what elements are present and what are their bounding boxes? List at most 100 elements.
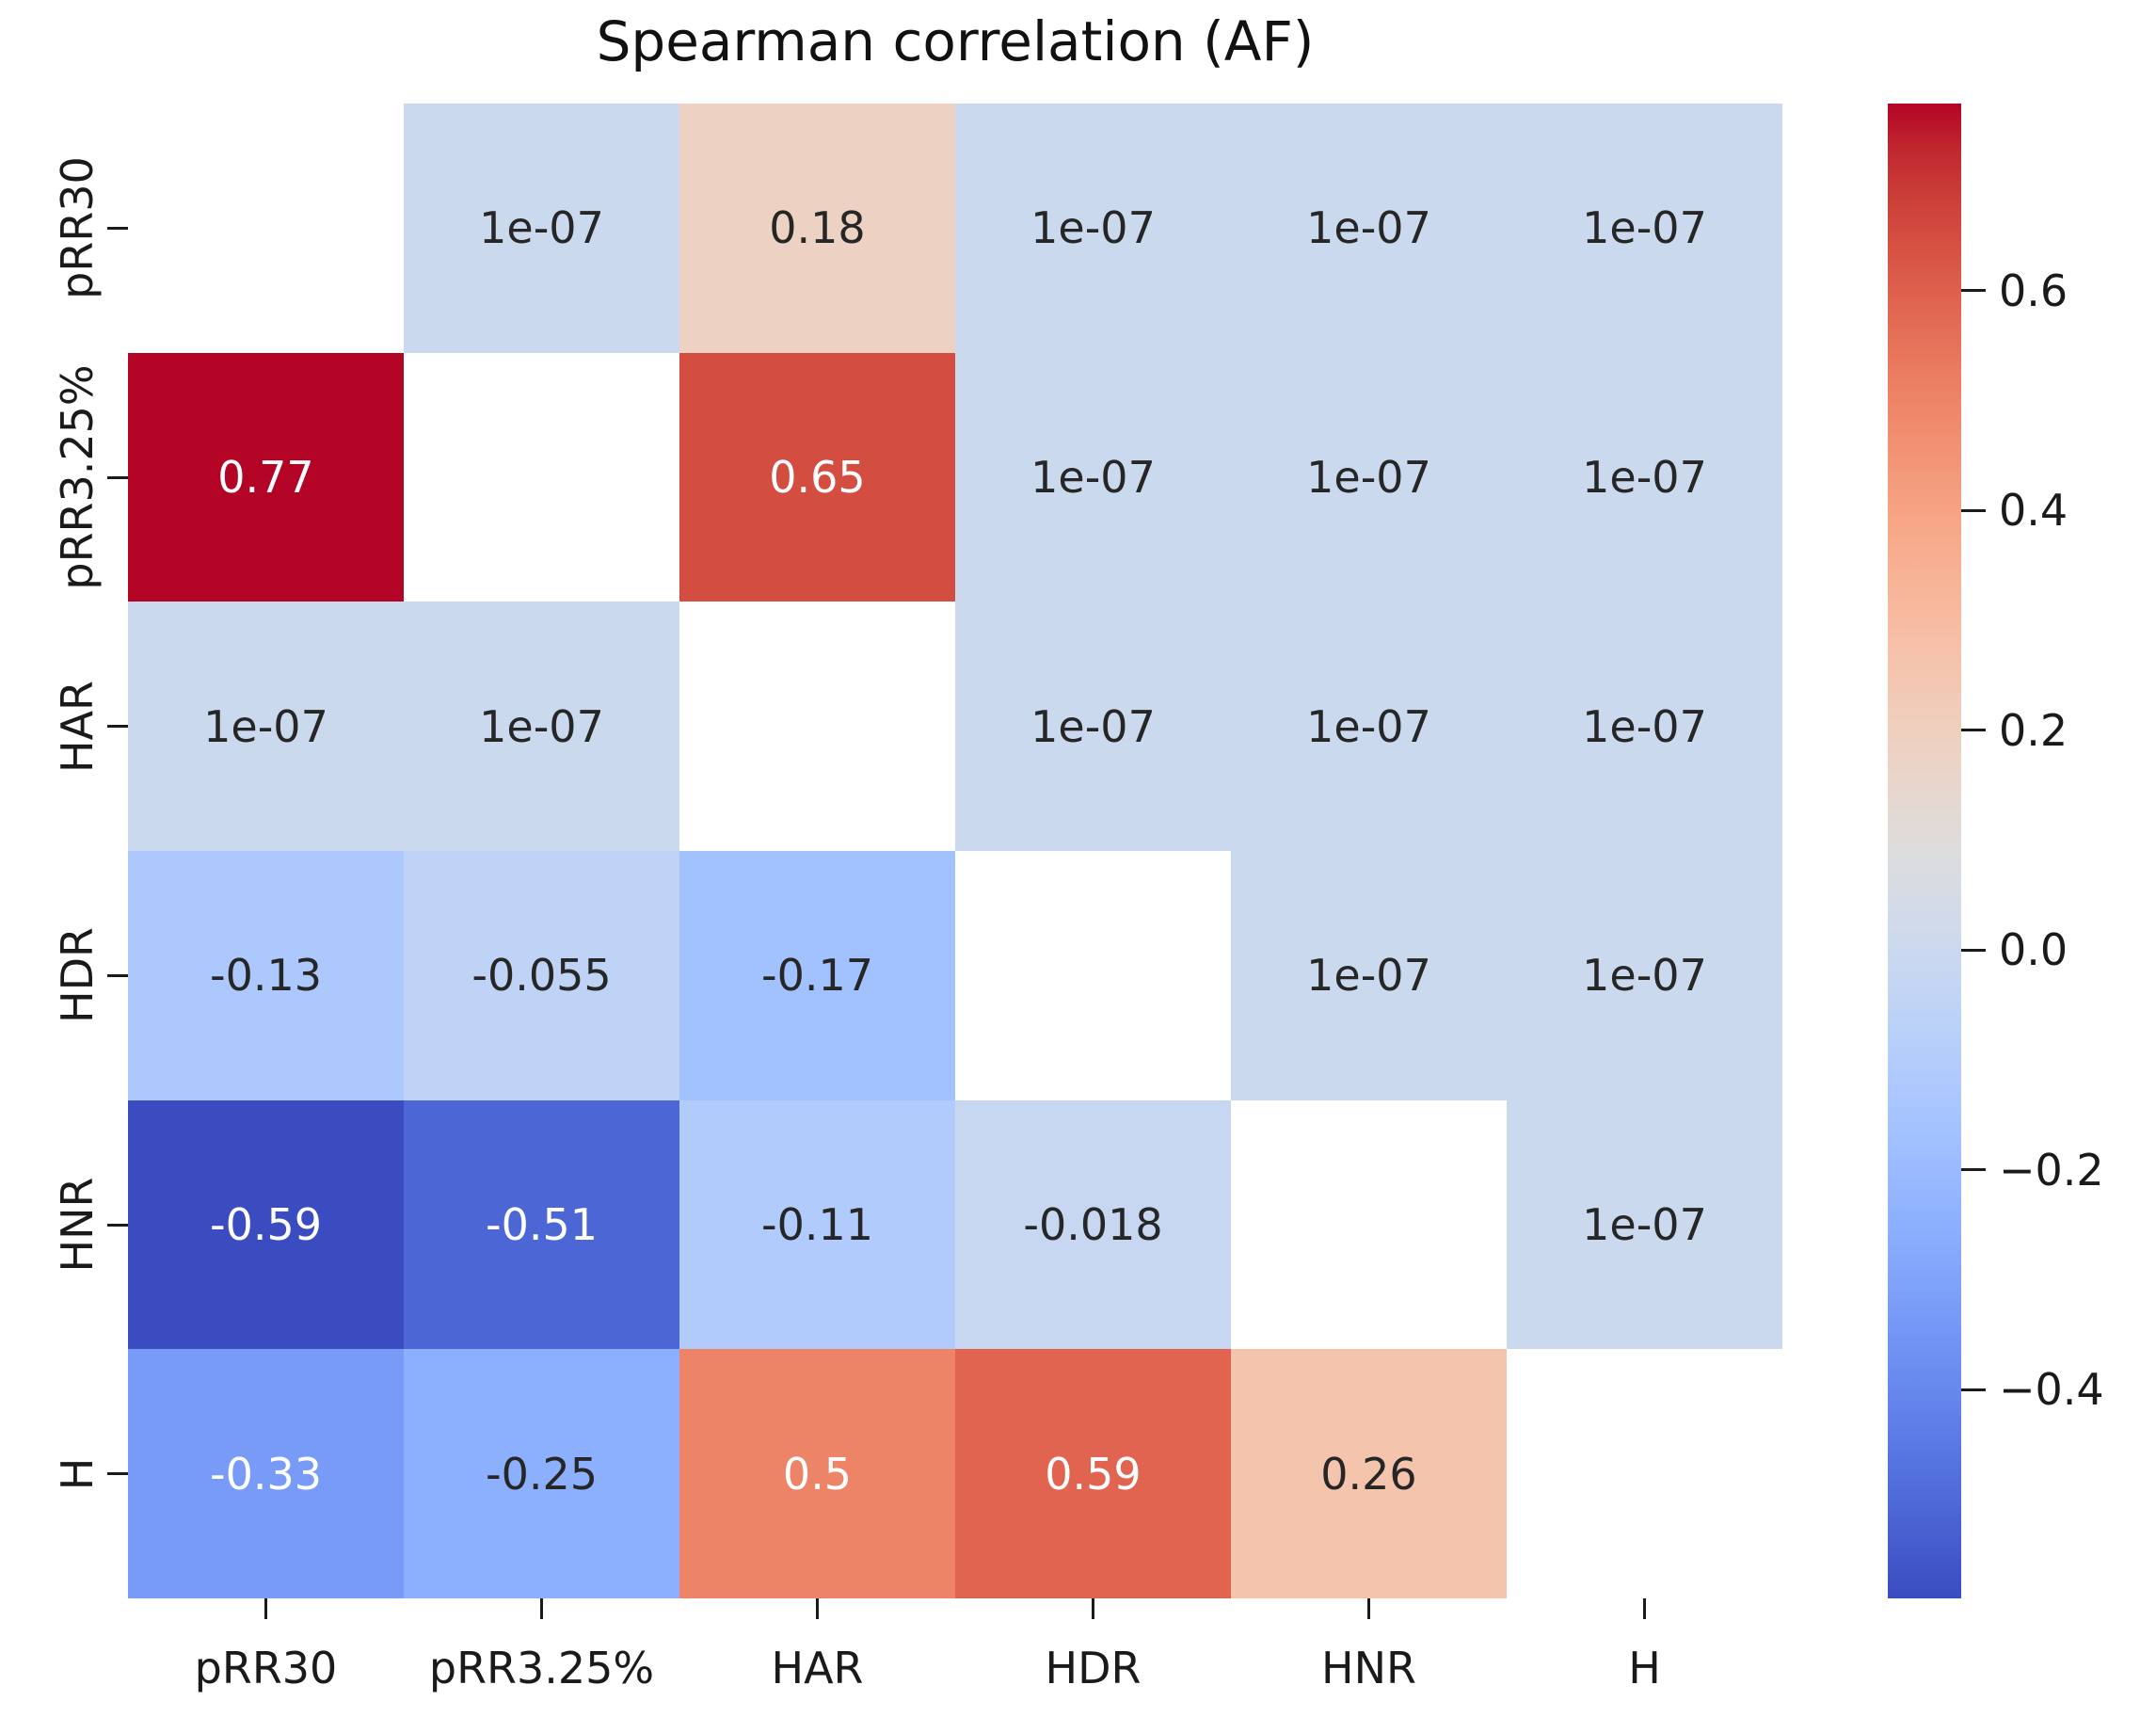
heatmap-cell: 0.65 (679, 352, 955, 602)
heatmap-cell: 0.26 (1231, 1349, 1507, 1598)
cell-annotation: -0.018 (1023, 1198, 1163, 1250)
heatmap-cell: 1e-07 (1507, 850, 1782, 1100)
cell-annotation: 0.26 (1320, 1448, 1417, 1500)
heatmap-cell (679, 602, 955, 851)
heatmap-cell: -0.17 (679, 850, 955, 1100)
x-axis-label: H (1628, 1643, 1661, 1693)
y-axis-label: HAR (52, 680, 103, 773)
colorbar-tick (1961, 729, 1986, 732)
heatmap-cell: -0.13 (128, 850, 404, 1100)
cell-annotation: 0.77 (217, 451, 314, 503)
y-axis-label: H (52, 1457, 103, 1490)
heatmap-cell: 1e-07 (1507, 104, 1782, 353)
heatmap-cell (1507, 1349, 1782, 1598)
heatmap-cell: 1e-07 (404, 104, 679, 353)
colorbar-tick-label: 0.2 (1999, 704, 2068, 756)
colorbar-tick-label: −0.2 (1999, 1144, 2104, 1195)
cell-annotation: 1e-07 (1030, 202, 1156, 254)
axis-tick (540, 1598, 543, 1619)
cell-annotation: -0.33 (209, 1448, 323, 1500)
heatmap-grid: 1e-07 0.18 1e-07 1e-07 1e-07 0.77 0.65 1e-07 1e-… (128, 104, 1782, 1598)
heatmap-cell: 1e-07 (128, 602, 404, 851)
heatmap-cell (955, 850, 1231, 1100)
heatmap-cell: -0.33 (128, 1349, 404, 1598)
y-axis-label: pRR3.25% (52, 364, 103, 590)
cell-annotation: 1e-07 (1582, 202, 1707, 254)
cell-annotation: 0.59 (1045, 1448, 1142, 1500)
cell-annotation: 1e-07 (1306, 202, 1431, 254)
cell-annotation: -0.055 (471, 950, 612, 1002)
heatmap-cell: 1e-07 (955, 104, 1231, 353)
heatmap-cell: -0.25 (404, 1349, 679, 1598)
x-axis-label: HAR (771, 1643, 864, 1693)
heatmap-cell (128, 104, 404, 353)
heatmap-cell: 0.5 (679, 1349, 955, 1598)
heatmap-cell: -0.11 (679, 1099, 955, 1350)
axis-tick (264, 1598, 267, 1619)
colorbar-tick (1961, 1168, 1986, 1172)
heatmap-cell: 1e-07 (1231, 352, 1507, 602)
axis-tick (1367, 1598, 1370, 1619)
cell-annotation: 0.5 (782, 1448, 853, 1500)
cell-annotation: 1e-07 (1030, 700, 1156, 752)
cell-annotation: 1e-07 (1306, 451, 1431, 503)
chart-title: Spearman correlation (AF) (596, 9, 1315, 73)
heatmap-cell: 1e-07 (404, 602, 679, 851)
heatmap-cell: 1e-07 (1507, 1099, 1782, 1350)
cell-annotation: 0.65 (769, 451, 866, 503)
cell-annotation: -0.11 (760, 1198, 874, 1250)
colorbar-tick (1961, 948, 1986, 952)
colorbar-tick-label: 0.4 (1999, 485, 2068, 537)
heatmap-cell: -0.055 (404, 850, 679, 1100)
heatmap-cell: -0.018 (955, 1099, 1231, 1350)
colorbar-tick-label: 0.0 (1999, 924, 2068, 976)
cell-annotation: 1e-07 (1582, 950, 1707, 1002)
heatmap-cell: 1e-07 (1231, 104, 1507, 353)
cell-annotation: -0.51 (485, 1198, 599, 1250)
axis-tick (1092, 1598, 1094, 1619)
axis-tick (816, 1598, 819, 1619)
heatmap-cell: 1e-07 (1507, 352, 1782, 602)
cell-annotation: 1e-07 (479, 202, 604, 254)
colorbar-tick-label: −0.4 (1999, 1364, 2104, 1416)
axis-tick (107, 226, 128, 230)
heatmap-cell: 0.77 (128, 352, 404, 602)
axis-tick (107, 1472, 128, 1476)
colorbar (1888, 104, 1961, 1598)
axis-tick (1643, 1598, 1646, 1619)
cell-annotation: 1e-07 (1582, 700, 1707, 752)
axis-tick (107, 1223, 128, 1227)
cell-annotation: 1e-07 (479, 700, 604, 752)
heatmap-cell: 1e-07 (955, 602, 1231, 851)
x-axis-label: pRR3.25% (428, 1643, 655, 1693)
colorbar-tick (1961, 508, 1986, 512)
colorbar-tick-label: 0.6 (1999, 265, 2068, 316)
heatmap-cell: 1e-07 (1507, 602, 1782, 851)
cell-annotation: -0.13 (209, 950, 323, 1002)
heatmap-cell: 1e-07 (955, 352, 1231, 602)
axis-tick (107, 475, 128, 479)
cell-annotation: -0.17 (760, 950, 874, 1002)
cell-annotation: 0.18 (769, 202, 866, 254)
axis-tick (107, 725, 128, 729)
cell-annotation: -0.25 (485, 1448, 599, 1500)
heatmap-cell: -0.51 (404, 1099, 679, 1350)
cell-annotation: -0.59 (209, 1198, 323, 1250)
x-axis-label: pRR30 (194, 1643, 338, 1693)
cell-annotation: 1e-07 (1030, 451, 1156, 503)
cell-annotation: 1e-07 (1582, 1198, 1707, 1250)
colorbar-tick (1961, 289, 1986, 292)
x-axis-label: HDR (1045, 1643, 1142, 1693)
y-axis-label: HNR (52, 1177, 103, 1273)
heatmap-cell (1231, 1099, 1507, 1350)
x-axis-label: HNR (1321, 1643, 1416, 1693)
cell-annotation: 1e-07 (1306, 950, 1431, 1002)
heatmap-cell: 1e-07 (1231, 602, 1507, 851)
heatmap-cell: 1e-07 (1231, 850, 1507, 1100)
colorbar-tick (1961, 1388, 1986, 1391)
heatmap-cell: -0.59 (128, 1099, 404, 1350)
cell-annotation: 1e-07 (1306, 700, 1431, 752)
cell-annotation: 1e-07 (1582, 451, 1707, 503)
heatmap-cell: 0.18 (679, 104, 955, 353)
